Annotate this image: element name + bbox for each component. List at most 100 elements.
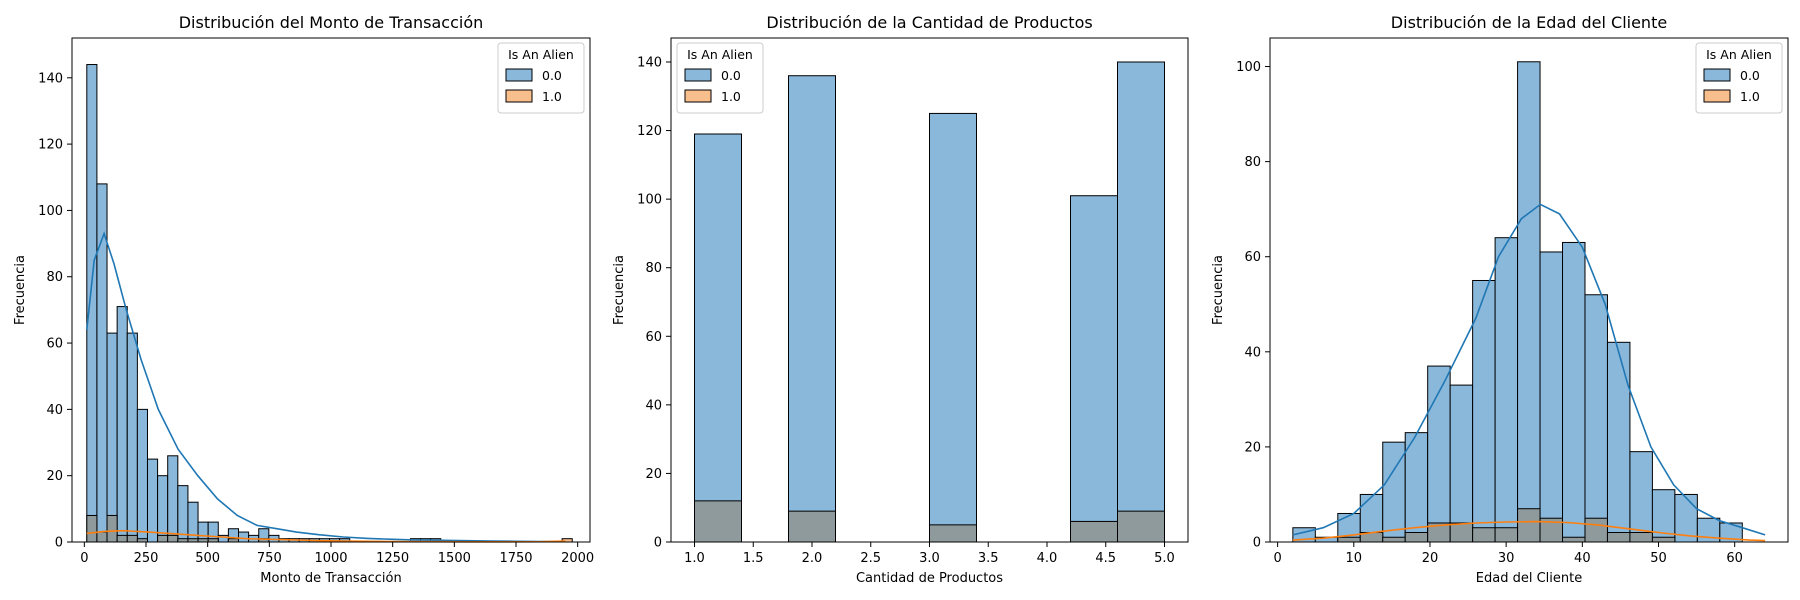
bar <box>1494 237 1519 543</box>
y-tick-label: 120 <box>38 138 63 153</box>
bar <box>1404 432 1429 543</box>
x-tick-label: 5.0 <box>1154 551 1175 566</box>
bar <box>1449 522 1474 543</box>
bar <box>929 112 977 543</box>
y-tick-label: 80 <box>1244 155 1261 170</box>
y-tick-label: 20 <box>645 467 662 482</box>
legend-swatch <box>1703 68 1731 82</box>
legend-title: Is An Alien <box>1706 47 1772 62</box>
chart-title: Distribución de la Edad del Cliente <box>1391 13 1667 32</box>
y-tick-label: 0 <box>55 536 63 551</box>
bar <box>238 531 250 543</box>
bar <box>86 64 98 543</box>
bar <box>126 332 138 543</box>
y-axis-label: Frecuencia <box>1211 255 1226 325</box>
bar <box>157 534 169 543</box>
bar <box>1449 384 1474 543</box>
x-tick-label: 3.0 <box>919 551 940 566</box>
x-tick-label: 1750 <box>499 551 532 566</box>
bar <box>136 408 148 543</box>
legend-swatch <box>684 68 712 82</box>
legend: Is An Alien 0.0 1.0 <box>1695 42 1783 114</box>
kde-line <box>86 231 566 543</box>
x-tick-label: 30 <box>1498 551 1515 566</box>
x-tick-label: 1.5 <box>743 551 764 566</box>
y-tick-label: 40 <box>1244 345 1261 360</box>
bar <box>1651 536 1676 543</box>
y-tick-label: 60 <box>1244 250 1261 265</box>
chart-2: Distribución de la Cantidad de Productos… <box>612 13 1189 586</box>
x-tick-label: 20 <box>1422 551 1439 566</box>
bar <box>1472 527 1496 543</box>
y-tick-label: 40 <box>645 398 662 413</box>
legend-swatch <box>1703 89 1731 103</box>
y-tick-label: 0 <box>1253 536 1261 551</box>
legend: Is An Alien 0.0 1.0 <box>497 42 585 114</box>
chart-3: Distribución de la Edad del Cliente 0 10 20… <box>1211 13 1789 586</box>
bar <box>1584 294 1608 543</box>
bar <box>106 332 118 543</box>
bar <box>1494 527 1519 543</box>
bar <box>1517 61 1541 543</box>
legend-label: 1.0 <box>542 89 562 104</box>
y-tick-label: 40 <box>46 403 63 418</box>
bar <box>1629 531 1653 543</box>
y-tick-label: 0 <box>654 536 662 551</box>
bar <box>1539 251 1564 543</box>
x-tick-label: 750 <box>257 551 282 566</box>
bar <box>788 510 836 543</box>
legend-label: 1.0 <box>1740 89 1760 104</box>
x-tick-label: 0 <box>1273 551 1281 566</box>
legend-swatch <box>684 89 712 103</box>
bar <box>788 75 836 543</box>
x-axis-label: Edad del Cliente <box>1476 571 1582 586</box>
y-tick-label: 120 <box>637 124 662 139</box>
x-tick-label: 40 <box>1574 551 1591 566</box>
chart-1: Distribución del Monto de Transacción 0 25… <box>13 13 594 586</box>
kde-line <box>1292 520 1766 542</box>
chart-title: Distribución del Monto de Transacción <box>179 13 484 32</box>
x-tick-label: 250 <box>134 551 159 566</box>
chart-title: Distribución de la Cantidad de Productos <box>766 13 1092 32</box>
y-tick-label: 140 <box>637 56 662 71</box>
y-tick-label: 20 <box>46 469 63 484</box>
bar <box>1562 241 1586 543</box>
y-tick-label: 100 <box>1236 60 1261 75</box>
x-tick-label: 4.5 <box>1095 551 1116 566</box>
x-tick-label: 3.5 <box>978 551 999 566</box>
x-tick-label: 2.5 <box>860 551 881 566</box>
y-tick-label: 140 <box>38 71 63 86</box>
x-tick-label: 1500 <box>438 551 471 566</box>
y-tick-label: 60 <box>645 330 662 345</box>
legend-label: 0.0 <box>721 68 741 83</box>
x-tick-label: 2.0 <box>802 551 823 566</box>
y-tick-label: 100 <box>637 193 662 208</box>
bar <box>929 524 977 543</box>
bar <box>694 500 742 543</box>
y-tick-label: 80 <box>645 261 662 276</box>
bar <box>116 306 128 543</box>
plot-frame <box>1269 37 1789 543</box>
x-tick-label: 60 <box>1726 551 1743 566</box>
y-axis-label: Frecuencia <box>13 255 28 325</box>
bar <box>1517 508 1541 543</box>
y-tick-label: 100 <box>38 204 63 219</box>
y-axis-label: Frecuencia <box>612 255 627 325</box>
x-tick-label: 1.0 <box>684 551 705 566</box>
bar <box>167 455 179 543</box>
y-tick-label: 60 <box>46 337 63 352</box>
legend-swatch <box>505 89 533 103</box>
x-tick-label: 1250 <box>376 551 409 566</box>
legend-title: Is An Alien <box>687 47 753 62</box>
bar <box>106 514 118 543</box>
bar <box>1404 531 1429 543</box>
bar <box>126 534 138 543</box>
bar <box>1606 341 1631 543</box>
bar <box>1382 536 1406 543</box>
bar <box>1562 536 1586 543</box>
x-tick-label: 50 <box>1650 551 1667 566</box>
x-tick-label: 4.0 <box>1037 551 1058 566</box>
bar <box>1070 520 1118 543</box>
bar <box>1472 279 1496 543</box>
